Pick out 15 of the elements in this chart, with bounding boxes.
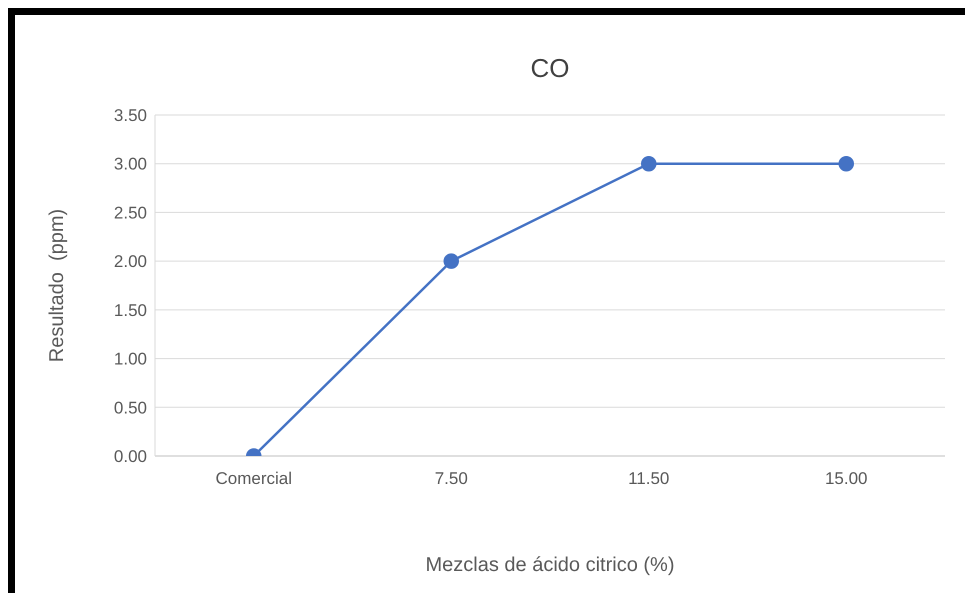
y-tick-label: 3.00 (114, 154, 147, 174)
y-tick-label: 0.50 (114, 398, 147, 418)
y-tick-label: 0.00 (114, 447, 147, 466)
y-tick-label: 2.50 (114, 203, 147, 222)
y-tick-label: 3.50 (114, 106, 147, 126)
x-axis-title: Mezclas de ácido citrico (%) (426, 554, 674, 576)
y-tick-label: 1.00 (114, 350, 147, 369)
y-axis-title: Resultado (ppm) (46, 208, 68, 362)
x-tick-label: 11.50 (628, 469, 670, 488)
chart-title: CO (530, 53, 570, 83)
y-tick-label: 2.00 (114, 252, 147, 272)
x-tick-label: Comercial (215, 469, 292, 488)
y-tick-label: 1.50 (114, 300, 147, 320)
x-tick-label: 7.50 (434, 469, 468, 488)
x-tick-label: 15.00 (824, 469, 868, 488)
